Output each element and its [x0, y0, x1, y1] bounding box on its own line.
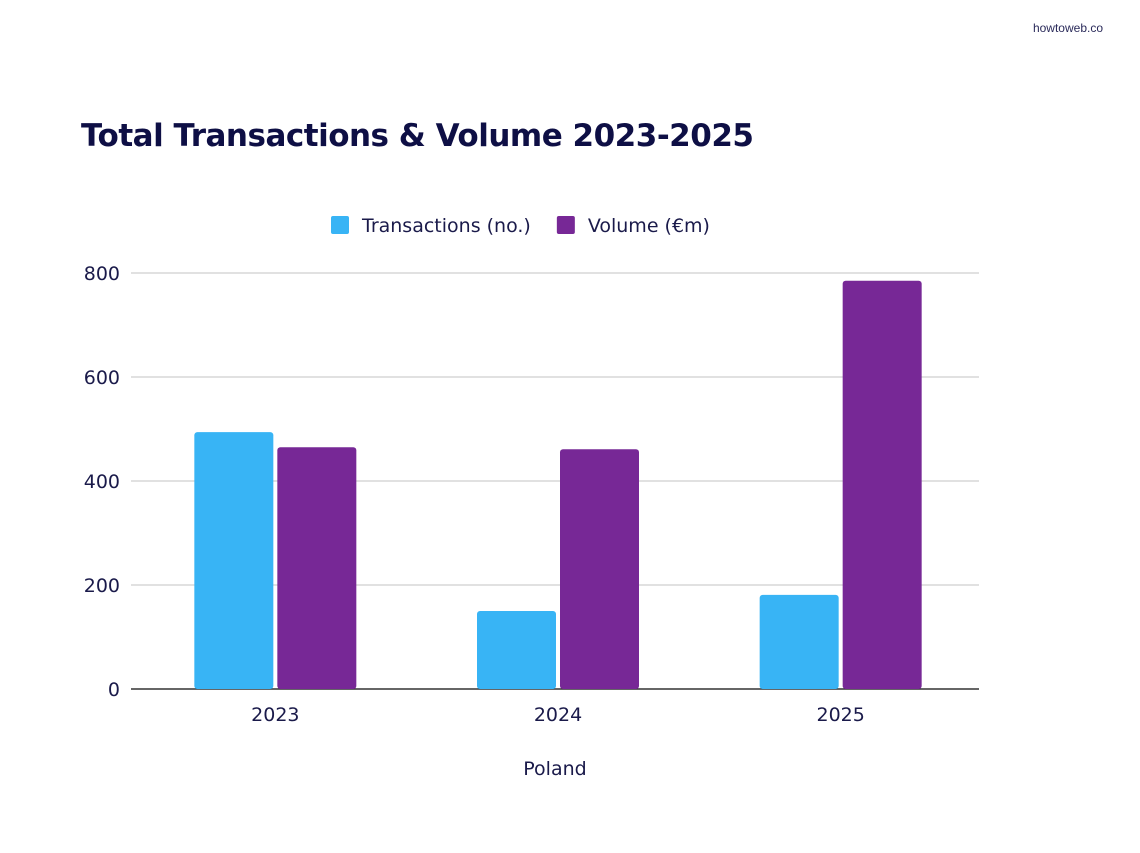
x-tick-label: 2025 — [816, 704, 864, 726]
legend-item: Transactions (no.) — [331, 215, 531, 237]
x-axis-label: Poland — [523, 758, 586, 780]
y-tick-label: 200 — [84, 575, 120, 597]
y-tick-label: 0 — [108, 679, 120, 701]
chart-title: Total Transactions & Volume 2023-2025 — [81, 118, 754, 154]
bar-transactions-2024 — [477, 611, 556, 689]
x-tick-label: 2024 — [534, 704, 582, 726]
brand-watermark: howtoweb.co — [1032, 21, 1103, 35]
bar-transactions-2023 — [194, 432, 274, 689]
y-tick-label: 600 — [84, 367, 120, 389]
bar-volume-2023 — [277, 447, 357, 689]
bar-volume-2025 — [842, 280, 922, 689]
y-tick-label: 800 — [84, 263, 120, 285]
legend-swatch — [331, 216, 349, 234]
legend-label: Transactions (no.) — [361, 215, 531, 237]
bar-transactions-2025 — [759, 594, 839, 689]
legend-label: Volume (€m) — [588, 215, 710, 237]
y-tick-label: 400 — [84, 471, 120, 493]
x-tick-label: 2023 — [251, 704, 299, 726]
legend-swatch — [556, 216, 575, 234]
bar-volume-2024 — [560, 449, 639, 689]
legend-item: Volume (€m) — [556, 215, 710, 237]
